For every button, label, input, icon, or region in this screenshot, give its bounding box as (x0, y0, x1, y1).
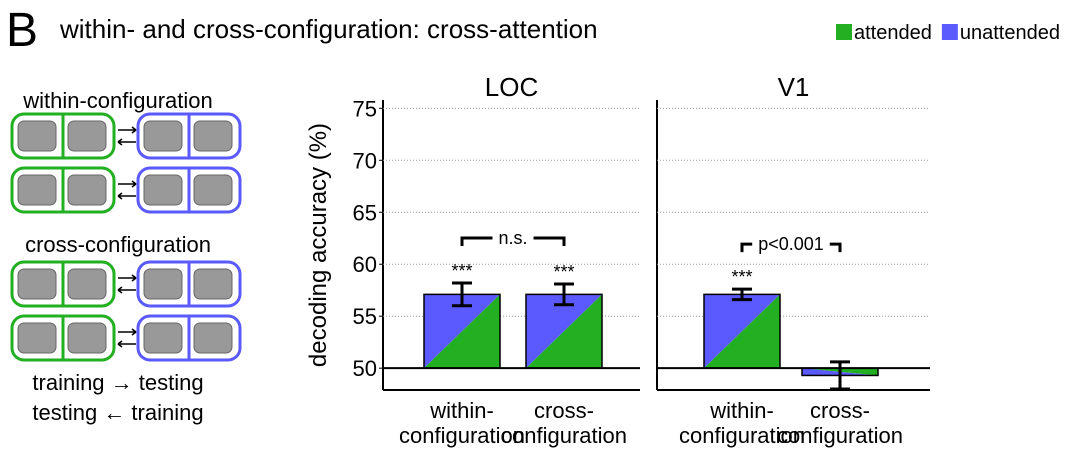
chart-title: LOC (485, 72, 538, 102)
chart-title: V1 (778, 72, 810, 102)
diagram-label: training → testing (32, 370, 203, 395)
comparison-label: p<0.001 (758, 234, 824, 254)
object-icon (144, 269, 182, 299)
y-tick-label: 65 (353, 200, 377, 225)
significance: *** (451, 261, 472, 281)
object-icon (68, 175, 106, 205)
legend-label: unattended (960, 22, 1060, 44)
panel-label: B (6, 4, 38, 57)
page: {"panel_label":"B", "title":"within- and… (0, 0, 1076, 454)
diagram-label: cross-configuration (25, 232, 211, 257)
legend-swatch (942, 24, 958, 40)
object-icon (194, 269, 232, 299)
object-icon (68, 323, 106, 353)
y-tick-label: 50 (353, 356, 377, 381)
object-icon (194, 323, 232, 353)
figure-title: within- and cross-configuration: cross-a… (59, 14, 598, 44)
diagram-arrow (118, 181, 136, 199)
x-tick-label: cross- configuration (765, 398, 915, 448)
object-icon (18, 269, 56, 299)
diagram-arrow (118, 329, 136, 347)
diagram: within-configuration cross-configuration… (12, 88, 240, 425)
diagram-arrow (118, 127, 136, 145)
figure: B within- and cross-configuration: cross… (0, 0, 1076, 454)
diagram-label: within-configuration (22, 88, 213, 113)
legend-label: attended (854, 22, 932, 44)
object-icon (18, 175, 56, 205)
y-tick-label: 55 (353, 304, 377, 329)
object-icon (18, 323, 56, 353)
x-tick-label: cross- configuration (489, 398, 639, 448)
y-tick-label: 60 (353, 252, 377, 277)
object-icon (194, 175, 232, 205)
significance: *** (731, 267, 752, 287)
diagram-arrow (118, 275, 136, 293)
y-tick-label: 75 (353, 96, 377, 121)
significance: *** (553, 262, 574, 282)
y-axis-label: decoding accuracy (%) (305, 123, 332, 367)
object-icon (144, 175, 182, 205)
object-icon (68, 269, 106, 299)
object-icon (144, 323, 182, 353)
diagram-label: testing ← training (32, 400, 203, 425)
object-icon (144, 121, 182, 151)
y-tick-label: 70 (353, 148, 377, 173)
comparison-label: n.s. (498, 228, 527, 248)
object-icon (68, 121, 106, 151)
bar (704, 294, 780, 368)
legend-swatch (836, 24, 852, 40)
object-icon (18, 121, 56, 151)
object-icon (194, 121, 232, 151)
